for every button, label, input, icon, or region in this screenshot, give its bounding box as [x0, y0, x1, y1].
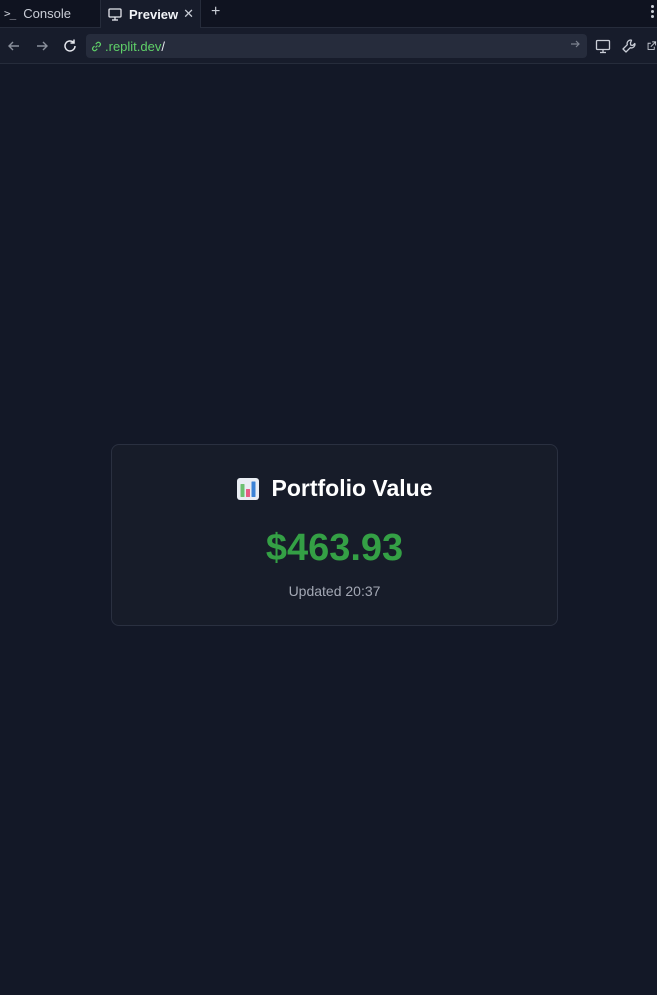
- portfolio-value: $463.93: [265, 527, 404, 569]
- wrench-icon[interactable]: [620, 37, 638, 55]
- tab-bar: >_ Console Preview ✕ +: [0, 0, 657, 28]
- tab-console[interactable]: >_ Console: [4, 0, 71, 27]
- more-vertical-icon[interactable]: [651, 5, 655, 21]
- tab-console-label: Console: [23, 6, 71, 21]
- go-arrow-icon[interactable]: [569, 38, 581, 53]
- address-bar: .replit.dev /: [0, 28, 657, 64]
- updated-timestamp: Updated 20:37: [288, 583, 381, 599]
- forward-arrow-icon[interactable]: [34, 38, 50, 54]
- monitor-icon: [108, 7, 122, 21]
- card-title-text: Portfolio Value: [271, 475, 433, 501]
- url-host: .replit.dev: [105, 38, 162, 54]
- bar-chart-icon: [236, 477, 260, 501]
- close-icon[interactable]: ✕: [183, 6, 194, 21]
- terminal-icon: >_: [4, 7, 16, 20]
- devices-icon[interactable]: [594, 37, 612, 55]
- open-external-icon[interactable]: [646, 37, 657, 55]
- tab-preview[interactable]: Preview ✕: [100, 0, 201, 28]
- plus-icon[interactable]: +: [211, 3, 221, 20]
- url-field[interactable]: .replit.dev /: [86, 34, 587, 58]
- portfolio-card: Portfolio Value $463.93 Updated 20:37: [111, 444, 558, 626]
- link-icon: [90, 40, 103, 53]
- card-title: Portfolio Value: [112, 475, 557, 502]
- tab-preview-label: Preview: [129, 6, 179, 22]
- reload-icon[interactable]: [62, 38, 78, 54]
- back-arrow-icon[interactable]: [6, 38, 22, 54]
- url-path: /: [161, 38, 165, 54]
